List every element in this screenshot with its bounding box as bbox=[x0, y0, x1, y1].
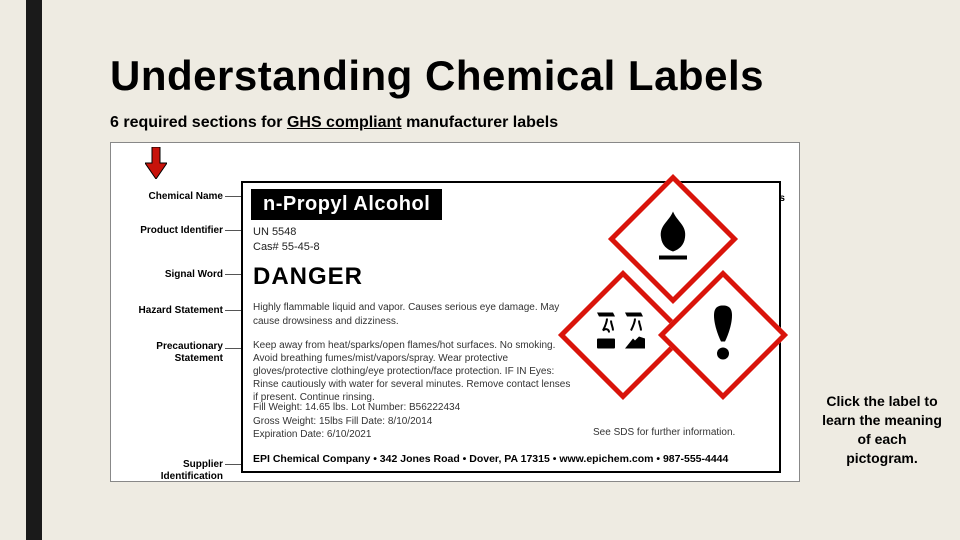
page-title: Understanding Chemical Labels bbox=[110, 52, 930, 100]
hazard-statement: Highly flammable liquid and vapor. Cause… bbox=[253, 301, 563, 328]
leader-line bbox=[225, 310, 241, 311]
corrosion-icon bbox=[595, 309, 651, 362]
product-identifier: UN 5548 Cas# 55-45-8 bbox=[253, 225, 320, 255]
signal-word: DANGER bbox=[253, 263, 363, 291]
subtitle: 6 required sections for GHS compliant ma… bbox=[110, 114, 930, 132]
leader-line bbox=[225, 348, 241, 349]
exclamation-icon bbox=[708, 304, 738, 367]
precautionary-statement: Keep away from heat/sparks/open flames/h… bbox=[253, 339, 573, 404]
pictogram-flame[interactable] bbox=[627, 193, 719, 285]
slide-content: Understanding Chemical Labels 6 required… bbox=[110, 52, 930, 482]
fill-info: Fill Weight: 14.65 lbs. Lot Number: B562… bbox=[253, 401, 573, 442]
supplier-identification: EPI Chemical Company • 342 Jones Road • … bbox=[253, 453, 769, 465]
pictogram-corrosion[interactable] bbox=[577, 289, 669, 381]
click-instruction: Click the label to learn the meaning of … bbox=[822, 392, 942, 468]
pictogram-exclamation[interactable] bbox=[677, 289, 769, 381]
fill-line-1: Fill Weight: 14.65 lbs. Lot Number: B562… bbox=[253, 401, 573, 415]
label-precautionary-statement: Precautionary Statement bbox=[123, 341, 223, 364]
flame-icon bbox=[649, 210, 697, 269]
fill-line-3: Expiration Date: 6/10/2021 bbox=[253, 428, 573, 442]
un-number: UN 5548 bbox=[253, 225, 320, 240]
chemical-name: n-Propyl Alcohol bbox=[251, 189, 442, 220]
subtitle-suffix: manufacturer labels bbox=[402, 114, 559, 131]
label-panel: n-Propyl Alcohol UN 5548 Cas# 55-45-8 DA… bbox=[241, 181, 781, 473]
chemical-label[interactable]: Chemical Name Product Identifier Signal … bbox=[110, 142, 800, 482]
arrow-down-icon bbox=[145, 147, 167, 179]
cas-number: Cas# 55-45-8 bbox=[253, 240, 320, 255]
fill-line-2: Gross Weight: 15lbs Fill Date: 8/10/2014 bbox=[253, 415, 573, 429]
subtitle-prefix: 6 required sections for bbox=[110, 114, 287, 131]
leader-line bbox=[225, 274, 241, 275]
label-hazard-statement: Hazard Statement bbox=[123, 305, 223, 317]
subtitle-ghs: GHS compliant bbox=[287, 114, 402, 131]
leader-line bbox=[225, 196, 241, 197]
slide-accent-bar bbox=[26, 0, 42, 540]
label-supplier-identification: Supplier Identification bbox=[123, 459, 223, 482]
label-chemical-name: Chemical Name bbox=[123, 191, 223, 203]
sds-note: See SDS for further information. bbox=[593, 427, 735, 438]
label-signal-word: Signal Word bbox=[123, 269, 223, 281]
pictogram-group bbox=[573, 189, 773, 399]
label-product-identifier: Product Identifier bbox=[123, 225, 223, 237]
leader-line bbox=[225, 230, 241, 231]
leader-line bbox=[225, 464, 241, 465]
